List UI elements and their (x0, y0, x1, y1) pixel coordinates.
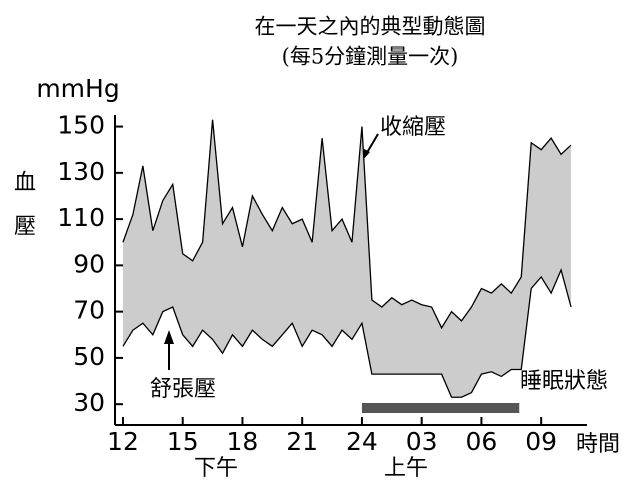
x-tick-label: 24 (346, 427, 378, 456)
y-tick-label: 50 (73, 342, 105, 371)
y-tick-label: 90 (73, 249, 105, 278)
annotation-arrow (164, 330, 174, 344)
y-tick-label: 150 (57, 111, 105, 140)
range-fill (122, 119, 572, 398)
chart-subtitle: (每5分鐘測量一次) (282, 45, 459, 69)
annotation: 睡眠狀態 (520, 369, 608, 394)
y-tick-label: 110 (57, 203, 105, 232)
y-unit: mmHg (36, 74, 119, 103)
x-axis-label: 時間 (576, 432, 620, 457)
period-label: 下午 (194, 456, 238, 481)
y-tick-label: 30 (73, 388, 105, 417)
x-tick-label: 12 (107, 427, 139, 456)
x-tick-label: 09 (525, 427, 557, 456)
period-label: 上午 (384, 456, 428, 481)
sleep-bar (361, 403, 520, 413)
series-line (122, 119, 572, 330)
x-tick-label: 15 (167, 427, 199, 456)
y-axis-label: 血壓 (10, 170, 36, 258)
chart-title: 在一天之內的典型動態圖 (255, 15, 486, 39)
x-tick-label: 03 (406, 427, 438, 456)
x-tick-label: 21 (286, 427, 318, 456)
x-tick-label: 18 (227, 427, 259, 456)
annotation: 舒張壓 (150, 377, 216, 402)
y-tick-label: 70 (73, 296, 105, 325)
annotation: 收縮壓 (380, 115, 446, 140)
y-tick-label: 130 (57, 157, 105, 186)
series-line (122, 268, 572, 398)
x-tick-label: 06 (466, 427, 498, 456)
